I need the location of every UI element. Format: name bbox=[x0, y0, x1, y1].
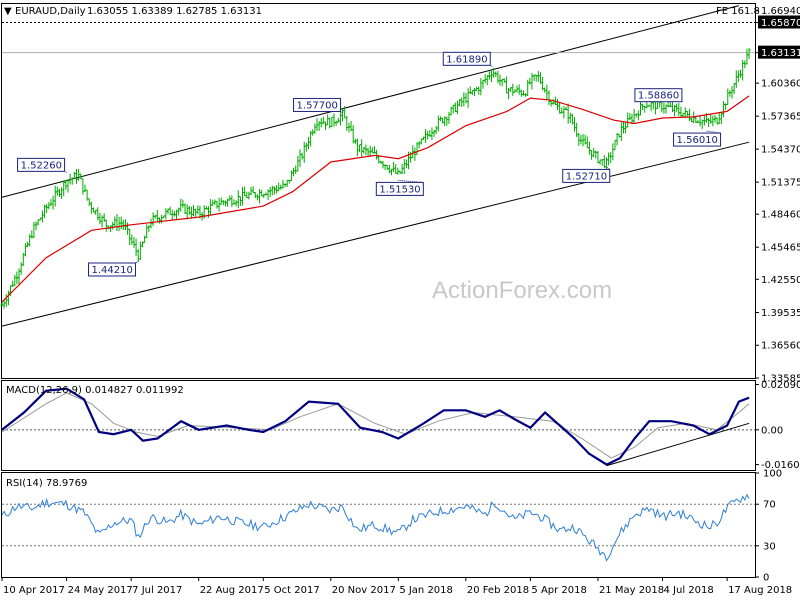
price-panel: 1.52260 1.44210 1.57700 1.51530 1.61890 1.527… bbox=[0, 5, 755, 327]
macd-trendline bbox=[606, 422, 750, 467]
price-tag-bg bbox=[758, 15, 800, 29]
rsi-axis-label: 100 bbox=[763, 469, 782, 480]
swing-level-box bbox=[375, 181, 424, 196]
symbol-label: EURAUD,Daily bbox=[15, 6, 86, 17]
annotation-leader bbox=[64, 170, 67, 173]
macd-panel-frame bbox=[1, 380, 756, 471]
time-axis-label: 5 Jan 2018 bbox=[399, 585, 453, 596]
annotation-leader bbox=[606, 166, 611, 170]
price-axis-highlight-label: 1.65870 bbox=[761, 18, 800, 29]
price-axis-label: 1.39535 bbox=[761, 308, 800, 319]
price-axis-label: 1.48460 bbox=[761, 210, 800, 221]
price-axis-highlight-label: 1.63131 bbox=[761, 48, 800, 59]
swing-level-box bbox=[442, 51, 491, 66]
swing-level-label: 1.58860 bbox=[638, 91, 679, 102]
swing-level-box bbox=[17, 157, 66, 172]
fib-extension-label: FE 161.8 bbox=[716, 6, 760, 17]
time-axis-label: 5 Oct 2017 bbox=[264, 585, 319, 596]
price-axis-label: 1.57365 bbox=[761, 112, 800, 123]
macd-line bbox=[1, 387, 750, 466]
time-axis-label: 21 May 2018 bbox=[599, 585, 664, 596]
annotation-leader bbox=[135, 260, 139, 264]
swing-level-label: 1.56010 bbox=[677, 135, 718, 146]
macd-axis-label: -0.016023 bbox=[761, 460, 800, 471]
price-axis-label: 1.66940 bbox=[761, 6, 800, 17]
rsi-panel: RSI(14) 78.9769 bbox=[1, 478, 755, 562]
swing-level-label: 1.51530 bbox=[379, 184, 420, 195]
time-axis-label: 22 Aug 2017 bbox=[200, 585, 264, 596]
rsi-axis-label: 0 bbox=[763, 573, 769, 584]
macd-signal-line bbox=[1, 392, 750, 459]
price-axis-label: 1.51375 bbox=[761, 178, 800, 189]
annotation-leader bbox=[490, 64, 493, 67]
rsi-axis-label: 30 bbox=[763, 541, 776, 552]
rsi-axis-label: 70 bbox=[763, 500, 776, 511]
time-axis-label: 7 Jul 2017 bbox=[132, 585, 182, 596]
annotation-leader bbox=[706, 130, 721, 134]
annotation-leader bbox=[340, 111, 343, 113]
macd-axis-label: 0.00 bbox=[761, 425, 783, 436]
moving-average-line bbox=[1, 95, 750, 303]
price-panel-frame bbox=[1, 3, 756, 379]
swing-level-label: 1.57700 bbox=[297, 100, 338, 111]
swing-level-box bbox=[562, 168, 611, 183]
swing-level-label: 1.52710 bbox=[566, 171, 607, 182]
time-axis-label: 10 Apr 2017 bbox=[3, 585, 65, 596]
price-axis-label: 1.33585 bbox=[761, 374, 800, 385]
swing-level-label: 1.52260 bbox=[21, 160, 62, 171]
time-axis-label: 17 Aug 2018 bbox=[728, 585, 792, 596]
time-axis-label: 5 Apr 2018 bbox=[531, 585, 586, 596]
price-axis-label: 1.54370 bbox=[761, 145, 800, 156]
swing-level-box bbox=[88, 262, 137, 277]
rsi-panel-frame bbox=[1, 472, 756, 578]
macd-label: MACD(12,26,9) 0.014827 0.011992 bbox=[6, 385, 184, 396]
ohlc-readout: 1.63055 1.63389 1.62785 1.63131 bbox=[87, 6, 262, 17]
symbol-menu-icon[interactable]: ▼ bbox=[4, 6, 12, 17]
swing-level-box bbox=[673, 132, 722, 147]
price-axis-label: 1.36560 bbox=[761, 341, 800, 352]
time-axis-label: 20 Feb 2018 bbox=[467, 585, 529, 596]
swing-level-label: 1.61890 bbox=[446, 54, 487, 65]
time-axis-label: 4 Jul 2018 bbox=[664, 585, 714, 596]
macd-panel: MACD(12,26,9) 0.014827 0.011992 bbox=[1, 385, 755, 467]
channel-line-1 bbox=[1, 141, 750, 327]
price-axis-label: 1.42550 bbox=[761, 275, 800, 286]
price-tag-bg bbox=[758, 45, 800, 59]
swing-level-box bbox=[293, 97, 342, 112]
price-bars bbox=[0, 47, 751, 309]
swing-level-label: 1.44210 bbox=[92, 265, 133, 276]
swing-level-box bbox=[634, 88, 683, 103]
price-axis-label: 1.45465 bbox=[761, 243, 800, 254]
rsi-line bbox=[1, 493, 750, 562]
watermark: ActionForex.com bbox=[432, 277, 612, 304]
channel-line-0 bbox=[1, 5, 739, 198]
price-axis-label: 1.60360 bbox=[761, 79, 800, 90]
rsi-label: RSI(14) 78.9769 bbox=[6, 478, 87, 489]
time-axis-label: 24 May 2017 bbox=[68, 585, 133, 596]
macd-axis-label: 0.020904 bbox=[761, 380, 800, 391]
time-axis-label: 20 Nov 2017 bbox=[332, 585, 396, 596]
